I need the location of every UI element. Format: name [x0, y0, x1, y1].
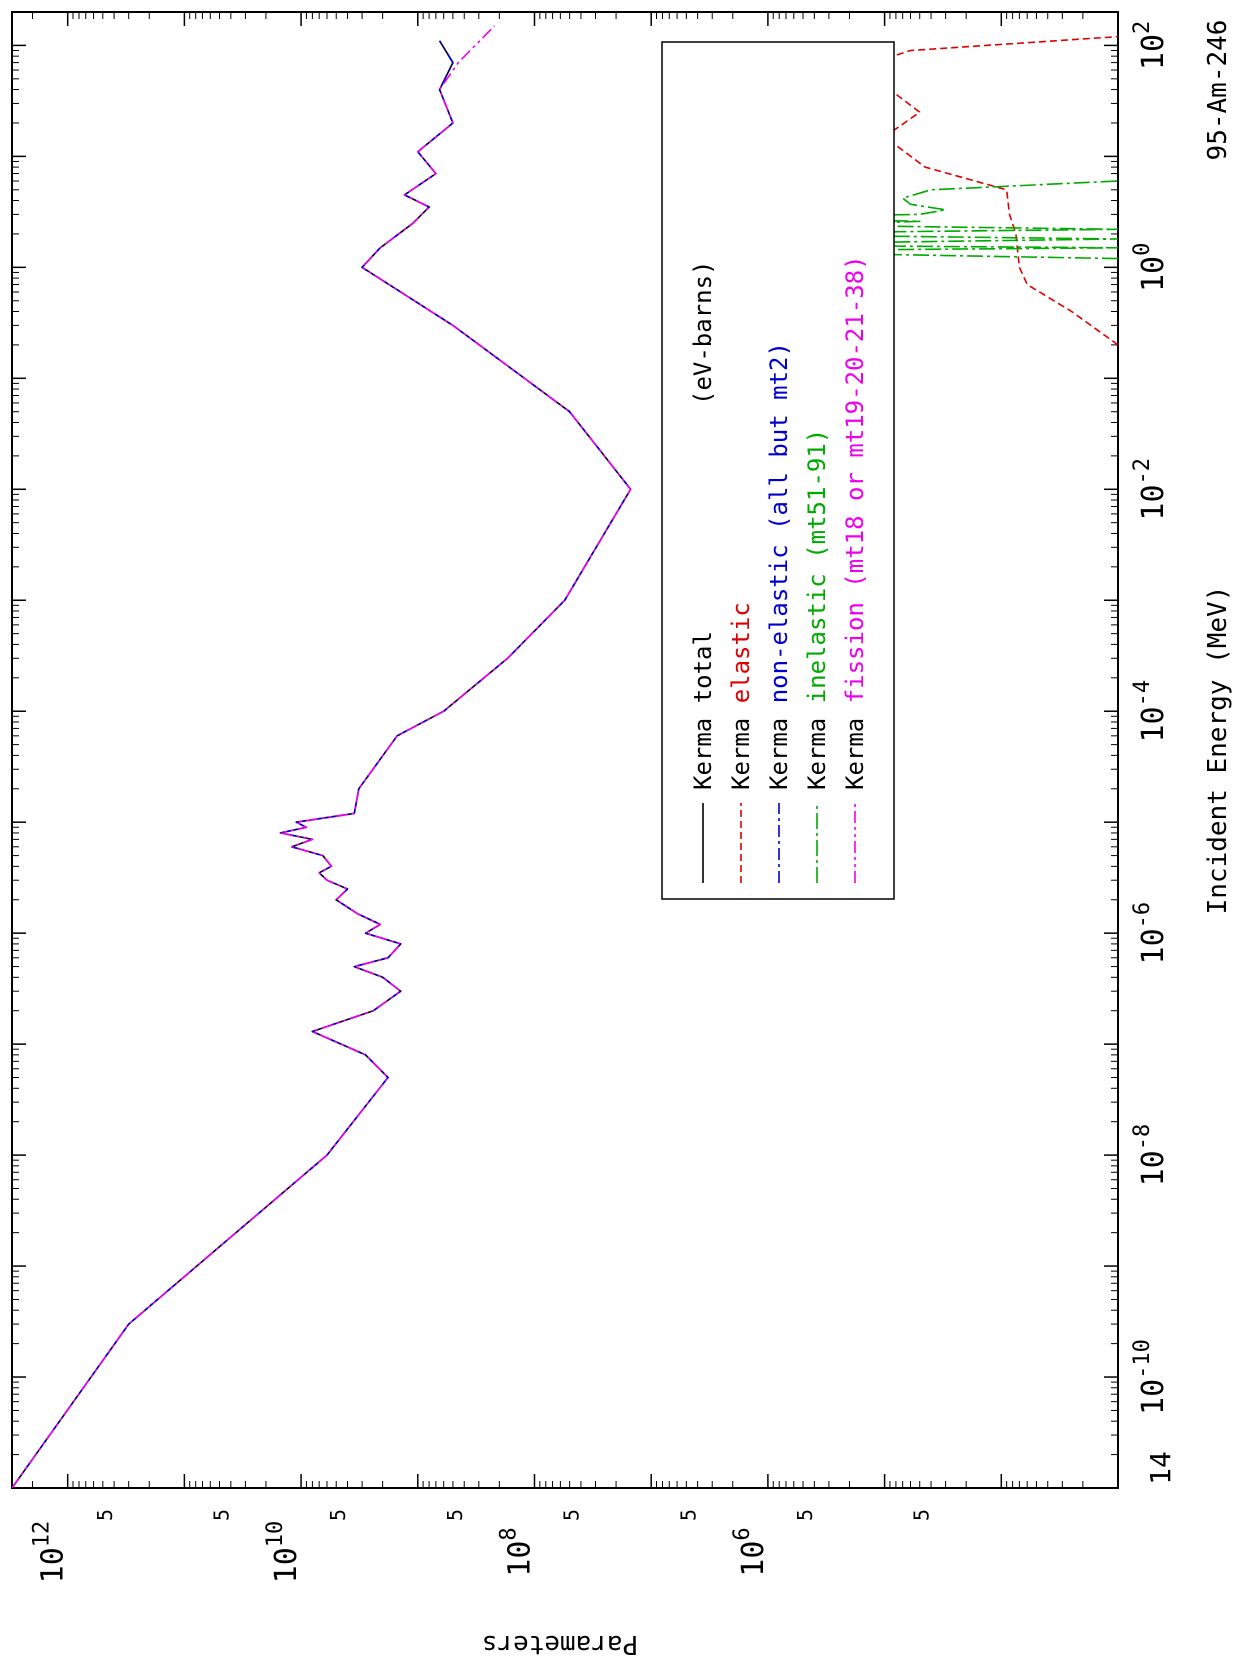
- y-minor-tick-label: 5: [210, 1509, 234, 1521]
- x-tick-label: 10-2: [1130, 458, 1171, 521]
- legend-label-0: Kerma total: [689, 631, 717, 790]
- y-minor-tick-label: 5: [560, 1509, 584, 1521]
- legend-label-1: Kerma elastic: [727, 602, 755, 790]
- x-tick-label: 10-8: [1130, 1124, 1171, 1187]
- y-minor-tick-label: 5: [910, 1509, 934, 1521]
- y-tick-label: 1012: [30, 1521, 71, 1584]
- y-tick-label: 1010: [263, 1521, 304, 1584]
- x-tick-label: 102: [1130, 21, 1171, 70]
- x-tick-label: 10-10: [1130, 1339, 1171, 1415]
- legend-label-3: Kerma inelastic (mt51-91): [803, 429, 831, 790]
- y-minor-tick-label: 5: [443, 1509, 467, 1521]
- y-tick-label: 108: [496, 1527, 537, 1576]
- series-line-2: [12, 40, 632, 1488]
- series-line-0: [12, 40, 632, 1488]
- y-minor-tick-label: 5: [676, 1509, 700, 1521]
- x-axis-label: Incident Energy (MeV): [1203, 586, 1233, 915]
- series-line-4: [12, 25, 632, 1488]
- chart-title: 95-Am-246: [1203, 20, 1233, 161]
- y-minor-tick-label: 5: [793, 1509, 817, 1521]
- y-axis-label: Parameters: [482, 1629, 639, 1658]
- legend-label-2: Kerma non-elastic (all but mt2): [765, 342, 793, 790]
- x-tick-label: 14: [1144, 1451, 1177, 1485]
- plot-frame: [11, 11, 1119, 1489]
- y-tick-label: 106: [730, 1527, 771, 1576]
- x-tick-label: 100: [1130, 243, 1171, 292]
- legend-header: (eV-barns): [689, 261, 717, 406]
- series-group: [12, 25, 1118, 1488]
- x-tick-label: 10-4: [1130, 680, 1171, 743]
- y-minor-tick-label: 5: [326, 1509, 350, 1521]
- series-line-1: [848, 35, 1118, 346]
- legend-label-4: Kerma fission (mt18 or mt19-20-21-38): [841, 255, 869, 790]
- x-tick-label: 10-6: [1130, 902, 1171, 965]
- legend-box: [661, 41, 895, 900]
- series-line-3: [696, 180, 1118, 260]
- y-minor-tick-label: 5: [93, 1509, 117, 1521]
